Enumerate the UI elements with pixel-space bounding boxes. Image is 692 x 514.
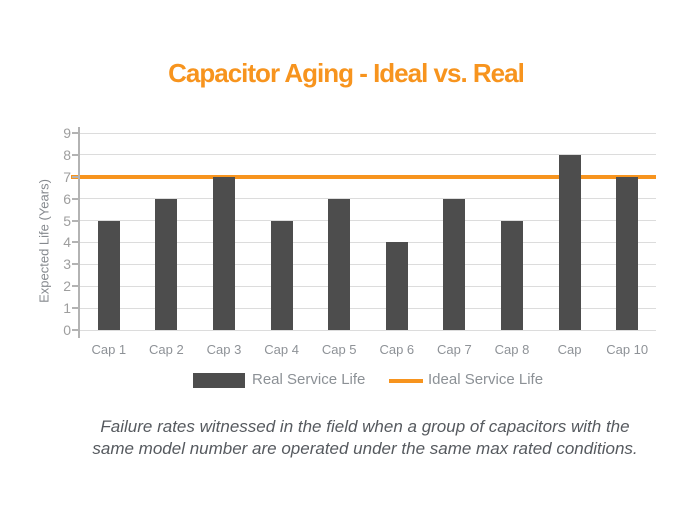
bar-cap-3 — [213, 176, 235, 330]
bar-cap-2 — [155, 198, 178, 330]
gridline — [80, 263, 656, 265]
y-tick-label: 6 — [63, 190, 71, 207]
bar-cap — [558, 154, 581, 330]
y-tick-label: 3 — [63, 256, 71, 273]
chart-caption: Failure rates witnessed in the field whe… — [92, 416, 637, 460]
y-axis-tick — [72, 219, 78, 222]
y-tick-label: 9 — [63, 125, 71, 141]
legend-ideal-swatch — [389, 379, 423, 383]
chart-title: Capacitor Aging - Ideal vs. Real — [168, 58, 525, 88]
y-axis-tick — [72, 241, 78, 244]
y-tick-label: 8 — [63, 146, 71, 163]
gridline — [80, 154, 656, 156]
gridline — [80, 132, 656, 134]
bar-cap-8 — [501, 220, 523, 330]
y-axis-tick — [72, 197, 78, 200]
legend-ideal-label: Ideal Service Life — [428, 371, 544, 388]
y-axis-tick — [72, 132, 78, 134]
x-category-label: Cap 5 — [321, 342, 357, 357]
x-category-label: Cap 1 — [91, 342, 127, 357]
y-tick-label: 7 — [63, 168, 71, 185]
y-tick-label: 1 — [63, 300, 71, 317]
bar-cap-10 — [616, 176, 639, 330]
y-tick-label: 5 — [63, 212, 71, 229]
bar-cap-7 — [443, 198, 466, 330]
caption-line-2: same model number are operated under the… — [92, 439, 638, 458]
caption-line-1: Failure rates witnessed in the field whe… — [100, 417, 630, 436]
x-category-label: Cap 4 — [264, 342, 299, 357]
x-category-label: Cap 2 — [149, 342, 184, 357]
gridline — [80, 220, 656, 222]
x-category-label: Cap 6 — [379, 342, 415, 357]
y-tick-label: 2 — [63, 278, 71, 295]
y-axis-tick — [72, 285, 78, 288]
gridline — [80, 285, 656, 287]
y-axis-tick — [72, 175, 78, 178]
bar-cap-1 — [97, 220, 120, 330]
x-category-label: Cap 3 — [206, 342, 242, 357]
legend-real-label: Real Service Life — [252, 371, 366, 388]
gridline — [80, 329, 656, 331]
x-category-label: Cap 10 — [606, 342, 649, 357]
gridline — [80, 241, 656, 243]
x-category-label: Cap 8 — [494, 342, 530, 357]
y-tick-label: 0 — [63, 322, 71, 338]
bar-cap-5 — [328, 198, 351, 330]
gridline — [80, 198, 656, 200]
y-axis-tick — [72, 153, 78, 156]
gridline — [80, 307, 656, 309]
legend-real-swatch — [193, 373, 245, 388]
x-category-label: Cap — [557, 342, 582, 357]
y-axis-tick — [72, 329, 78, 331]
y-axis-tick — [72, 307, 78, 310]
y-tick-label: 4 — [63, 234, 71, 251]
bar-cap-4 — [270, 220, 293, 330]
ideal-service-life-line — [71, 174, 656, 179]
y-axis-tick — [72, 263, 78, 266]
x-category-label: Cap 7 — [437, 342, 472, 357]
y-axis-line — [78, 127, 80, 338]
bar-cap-6 — [385, 242, 408, 330]
